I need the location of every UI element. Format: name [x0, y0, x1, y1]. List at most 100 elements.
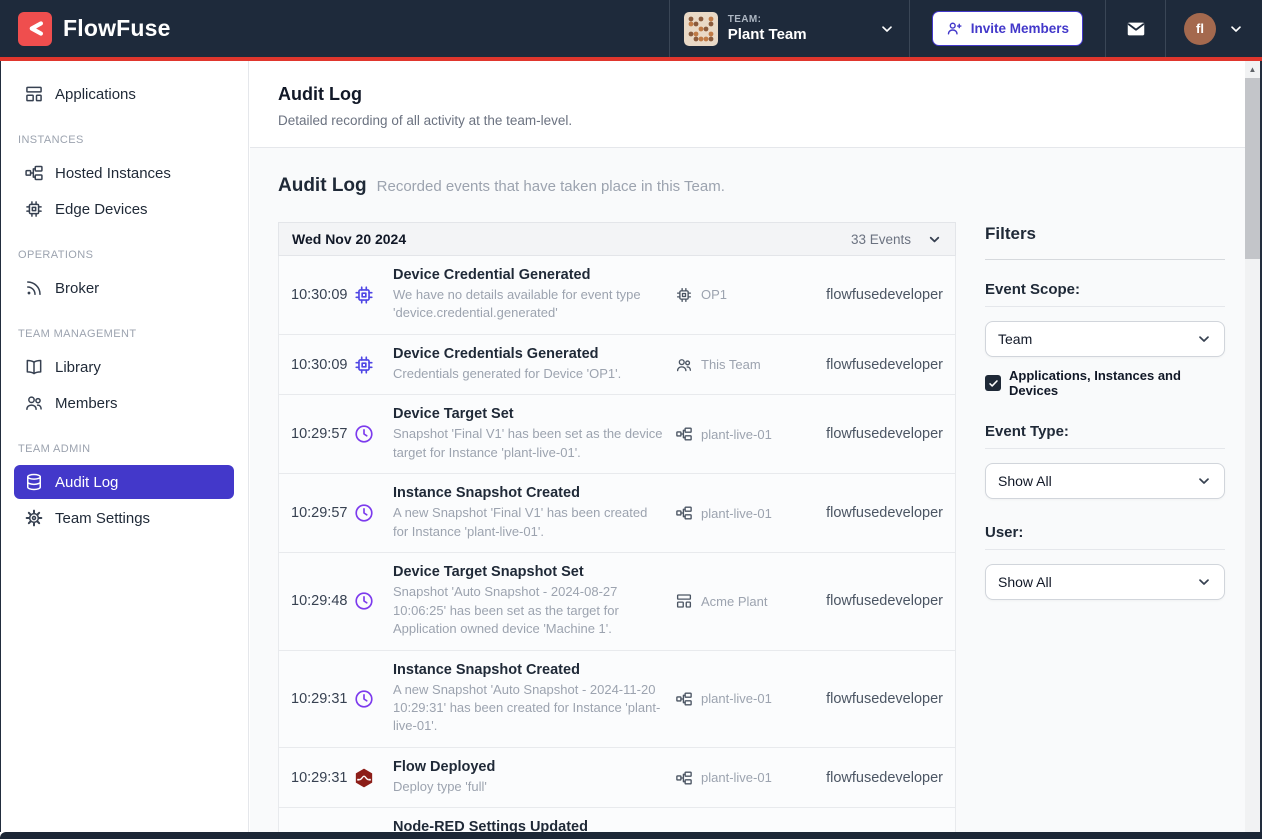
audit-event-row: 10:30:09 Device Credential Generated We ha…: [278, 256, 956, 335]
sidebar-item-broker[interactable]: Broker: [14, 271, 234, 305]
event-description: We have no details available for event t…: [393, 287, 641, 321]
sidebar-item-audit-log[interactable]: Audit Log: [14, 465, 234, 499]
device-icon: [353, 284, 393, 306]
user-filter-select[interactable]: Show All: [985, 564, 1225, 600]
event-title: Instance Snapshot Created: [393, 661, 580, 678]
event-scope-name: plant-live-01: [701, 691, 772, 707]
window-right-edge: [1260, 61, 1262, 839]
chevron-down-icon: [879, 21, 895, 37]
topbar-actions: TEAM: Plant Team Invite Members fl: [668, 0, 1262, 57]
event-time: 10:30:09: [291, 286, 348, 303]
audit-event-row: 10:29:31 Flow Deployed Deploy type 'full' p…: [278, 747, 956, 809]
event-type-value: Show All: [998, 473, 1052, 489]
section-title: Audit Log: [278, 175, 367, 196]
brand-home-link[interactable]: FlowFuse: [0, 11, 171, 46]
sidebar-section-label-team-management: TEAM MANAGEMENT: [18, 328, 137, 340]
chevron-down-icon: [1196, 331, 1212, 347]
sidebar-item-team-settings[interactable]: Team Settings: [14, 501, 234, 535]
scope-include-checkbox[interactable]: Applications, Instances and Devices: [985, 368, 1225, 398]
device-icon: [24, 199, 44, 219]
instances-icon: [675, 769, 693, 787]
chevron-down-icon: [927, 232, 942, 247]
event-scope: plant-live-01: [675, 504, 825, 522]
sidebar: Applications INSTANCES Hosted Instances Edg…: [0, 61, 249, 832]
team-avatar: [683, 11, 718, 46]
event-description: A new Snapshot 'Auto Snapshot - 2024-11-…: [393, 681, 661, 734]
event-scope-name: This Team: [701, 357, 761, 373]
team-name: Plant Team: [727, 25, 807, 43]
page-subtitle: Detailed recording of all activity at th…: [278, 113, 573, 128]
instances-icon: [675, 425, 693, 443]
audit-event-row: 10:29:26Node-RED Settings UpdatedNode-RE…: [278, 808, 956, 832]
audit-log-icon: [24, 472, 44, 492]
event-description: Snapshot 'Final V1' has been set as the …: [393, 426, 663, 460]
sidebar-item-label: Library: [55, 358, 101, 376]
scrollbar-thumb[interactable]: [1245, 78, 1260, 259]
settings-icon: [24, 508, 44, 528]
notifications-button[interactable]: [1105, 0, 1165, 57]
audit-event-row: 10:29:31 Instance Snapshot Created A new S…: [278, 650, 956, 748]
sidebar-item-label: Hosted Instances: [55, 164, 171, 182]
main-content: Audit Log Detailed recording of all acti…: [250, 61, 1245, 832]
event-rows: 10:30:09 Device Credential Generated We ha…: [278, 256, 956, 832]
audit-event-row: 10:29:57 Device Target Set Snapshot 'Final…: [278, 395, 956, 475]
event-time: 10:29:31: [291, 769, 348, 786]
page-title: Audit Log: [278, 84, 362, 104]
event-scope-name: OP1: [701, 287, 728, 303]
team-label: TEAM:: [727, 14, 762, 26]
chevron-down-icon: [1228, 21, 1244, 37]
top-navbar: FlowFuse TEAM: Plant Team In: [0, 0, 1262, 61]
event-title: Node-RED Settings Updated: [393, 819, 588, 832]
section-subtitle: Recorded events that have taken place in…: [376, 178, 725, 195]
event-time: 10:29:57: [291, 505, 348, 522]
user-menu[interactable]: fl: [1165, 0, 1262, 57]
device-icon: [675, 286, 693, 304]
sidebar-item-edge-devices[interactable]: Edge Devices: [14, 192, 234, 226]
sidebar-item-label: Edge Devices: [55, 200, 148, 218]
event-title: Device Target Snapshot Set: [393, 564, 584, 581]
event-title: Device Credential Generated: [393, 267, 591, 283]
scroll-up-arrow-icon[interactable]: ▲: [1248, 64, 1257, 74]
divider: [985, 259, 1225, 260]
event-scope-name: plant-live-01: [701, 505, 772, 521]
instances-icon: [24, 163, 44, 183]
invite-members-label: Invite Members: [970, 21, 1069, 36]
event-scope: OP1: [675, 286, 825, 304]
event-title: Instance Snapshot Created: [393, 485, 580, 502]
user-filter-value: Show All: [998, 574, 1052, 590]
event-type-select[interactable]: Show All: [985, 463, 1225, 499]
event-scope: plant-live-01: [675, 425, 825, 443]
event-time: 10:30:09: [291, 356, 348, 373]
event-title: Device Credentials Generated: [393, 345, 599, 362]
event-scope-name: plant-live-01: [701, 770, 772, 786]
instances-icon: [675, 690, 693, 708]
clock-icon: [353, 688, 393, 710]
sidebar-item-hosted-instances[interactable]: Hosted Instances: [14, 156, 234, 190]
event-scope-name: plant-live-01: [701, 426, 772, 442]
sidebar-item-library[interactable]: Library: [14, 350, 234, 384]
events-count: 33 Events: [850, 231, 911, 247]
audit-event-row: 10:29:57 Instance Snapshot Created A new S…: [278, 474, 956, 554]
section-header: Audit Log Recorded events that have take…: [278, 175, 1221, 197]
user-plus-icon: [946, 20, 963, 37]
date-group-header[interactable]: Wed Nov 20 2024 33 Events: [278, 222, 956, 256]
event-scope: plant-live-01: [675, 690, 825, 708]
sidebar-item-label: Audit Log: [55, 473, 119, 491]
audit-event-row: 10:30:09 Device Credentials Generated Cred…: [278, 334, 956, 396]
sidebar-item-members[interactable]: Members: [14, 386, 234, 420]
applications-icon: [675, 592, 693, 610]
event-scope: plant-live-01: [675, 769, 825, 787]
event-time: 10:29:48: [291, 593, 348, 610]
team-switcher[interactable]: TEAM: Plant Team: [668, 0, 909, 57]
sidebar-item-applications[interactable]: Applications: [14, 77, 234, 111]
event-user: flowfusedeveloper: [826, 593, 943, 610]
vertical-scrollbar[interactable]: ▲: [1245, 61, 1260, 832]
audit-log-table: Wed Nov 20 2024 33 Events 10:30:09 Device…: [278, 222, 956, 832]
event-scope-select[interactable]: Team: [985, 321, 1225, 357]
sidebar-section-label-instances: INSTANCES: [18, 134, 84, 146]
sidebar-item-label: Applications: [55, 85, 136, 103]
event-user: flowfusedeveloper: [826, 286, 943, 303]
sidebar-section-label-operations: OPERATIONS: [18, 249, 94, 261]
filters-title: Filters: [985, 224, 1037, 243]
invite-members-button[interactable]: Invite Members: [931, 11, 1083, 46]
